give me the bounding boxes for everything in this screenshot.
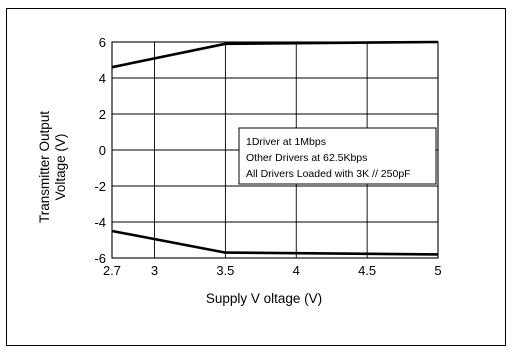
x-axis-label: Supply V oltage (V): [206, 291, 322, 306]
plot-area: [111, 41, 439, 259]
x-tick-label: 5: [434, 263, 441, 278]
annotation-line-2: Other Drivers at 62.5Kbps: [246, 152, 367, 164]
x-tick-label: 4.5: [358, 263, 376, 278]
y-tick-label: -4: [94, 215, 106, 230]
y-axis-ticks: 6 4 2 0 -2 -4 -6: [94, 35, 106, 266]
y-axis-label-line1: Transmitter Output: [37, 111, 52, 223]
x-tick-label: 3: [151, 263, 158, 278]
y-tick-label: 4: [99, 71, 106, 86]
y-tick-label: 6: [99, 35, 106, 50]
y-tick-label: 2: [99, 107, 106, 122]
x-tick-label: 2.7: [103, 263, 121, 278]
annotation-box: 1Driver at 1Mbps Other Drivers at 62.5Kb…: [238, 127, 437, 185]
x-tick-label: 3.5: [216, 263, 234, 278]
series-line-positive: [111, 40, 439, 69]
annotation-line-3: All Drivers Loaded with 3K // 250pF: [246, 168, 411, 180]
series-group: [111, 40, 439, 256]
x-axis-ticks: 2.7 3 3.5 4 4.5 5: [103, 263, 442, 278]
y-tick-label: -2: [94, 179, 106, 194]
y-axis-label: Transmitter Output Voltage (V): [37, 111, 68, 223]
y-tick-label: 0: [99, 143, 106, 158]
y-tick-label: -6: [94, 251, 106, 266]
annotation-line-1: 1Driver at 1Mbps: [246, 136, 326, 148]
y-axis-label-line2: Voltage (V): [53, 134, 68, 201]
x-tick-label: 4: [293, 263, 300, 278]
series-line-negative: [111, 229, 439, 256]
